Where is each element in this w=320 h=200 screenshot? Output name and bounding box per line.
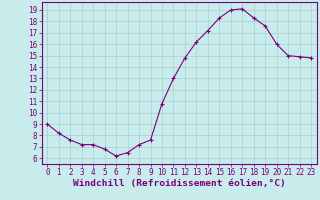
X-axis label: Windchill (Refroidissement éolien,°C): Windchill (Refroidissement éolien,°C): [73, 179, 285, 188]
